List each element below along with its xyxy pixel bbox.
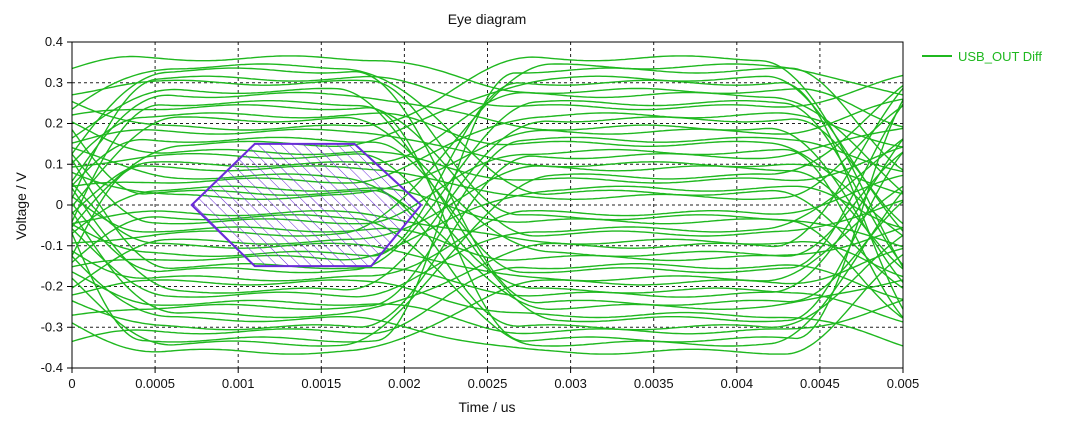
eye-trace: [71, 116, 904, 294]
eye-trace: [71, 67, 904, 343]
eye-trace: [71, 182, 904, 282]
eye-trace: [71, 99, 904, 274]
eye-trace: [71, 105, 904, 257]
eye-trace: [71, 279, 904, 347]
x-tick-label: 0.0015: [301, 376, 341, 391]
eye-trace: [71, 263, 904, 343]
y-tick-label: 0.4: [45, 34, 63, 49]
eye-trace: [71, 85, 904, 347]
eye-trace: [71, 195, 904, 262]
eye-trace: [71, 63, 904, 289]
eye-trace: [71, 63, 904, 244]
y-tick-label: -0.4: [41, 360, 63, 375]
eye-trace: [71, 55, 904, 128]
eye-trace: [71, 55, 904, 268]
eye-mask: [190, 142, 423, 268]
eye-trace: [71, 138, 904, 298]
eye-trace: [71, 121, 904, 184]
x-tick-label: 0.005: [887, 376, 920, 391]
eye-trace: [71, 271, 904, 335]
eye-trace: [71, 146, 904, 310]
eye-trace: [71, 103, 904, 274]
eye-trace: [71, 87, 904, 319]
eye-trace: [71, 136, 904, 316]
x-tick-label: 0.0025: [468, 376, 508, 391]
eye-trace: [71, 247, 904, 355]
x-tick-label: 0.0005: [135, 376, 175, 391]
eye-trace: [71, 87, 904, 323]
eye-trace: [71, 112, 904, 188]
legend: USB_OUT Diff: [922, 49, 1042, 64]
y-tick-label: -0.2: [41, 279, 63, 294]
y-tick-label: 0.2: [45, 116, 63, 131]
eye-trace: [71, 138, 904, 298]
eye-trace: [71, 152, 904, 323]
y-tick-label: -0.3: [41, 319, 63, 334]
y-tick-label: 0: [56, 197, 63, 212]
eye-trace: [71, 254, 904, 355]
x-tick-label: 0: [68, 376, 75, 391]
eye-trace: [71, 91, 904, 283]
y-tick-label: -0.1: [41, 238, 63, 253]
eye-trace: [71, 128, 904, 195]
y-tick-label: 0.1: [45, 156, 63, 171]
x-tick-label: 0.002: [388, 376, 421, 391]
eye-trace: [71, 79, 904, 310]
eye-trace: [71, 75, 904, 232]
eye-trace: [71, 74, 904, 199]
eye-mask-polygon: [190, 142, 423, 268]
y-axis-title: Voltage / V: [13, 171, 29, 239]
x-axis-ticks: 0 0.0005 0.001 0.0015 0.002 0.0025 0.003 0.0035…: [68, 368, 919, 391]
chart-title: Eye diagram: [448, 11, 527, 27]
y-axis-ticks: -0.4 -0.3 -0.2 -0.1 0 0.1 0.2 0.3 0.4: [41, 34, 72, 375]
eye-trace: [71, 112, 904, 237]
eye-traces: [71, 55, 904, 355]
y-tick-label: 0.3: [45, 75, 63, 90]
x-tick-label: 0.0035: [634, 376, 674, 391]
x-tick-label: 0.004: [721, 376, 754, 391]
eye-trace: [71, 185, 904, 268]
x-tick-label: 0.0045: [800, 376, 840, 391]
eye-trace: [71, 99, 904, 237]
x-axis-title: Time / us: [458, 399, 515, 415]
eye-trace: [71, 127, 904, 331]
legend-label-usb-out-diff: USB_OUT Diff: [958, 49, 1042, 64]
x-tick-label: 0.003: [554, 376, 587, 391]
x-tick-label: 0.001: [222, 376, 255, 391]
eye-trace: [71, 174, 904, 282]
